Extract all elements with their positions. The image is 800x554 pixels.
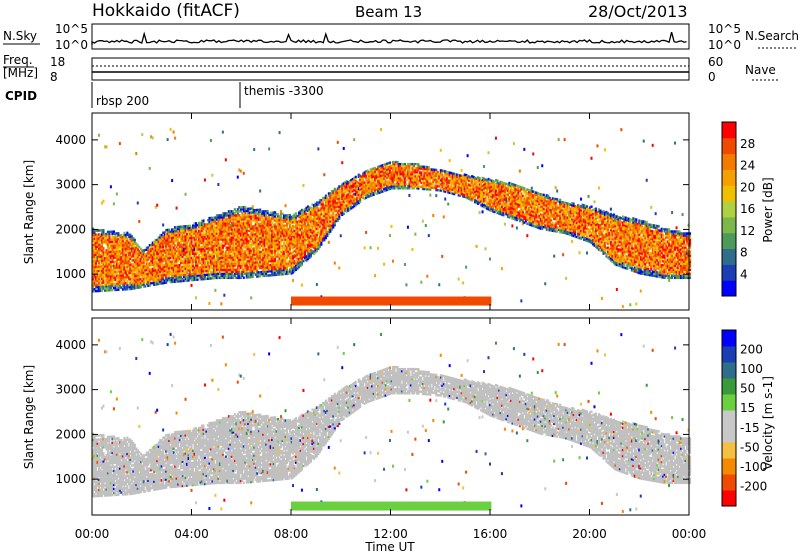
beam-title: Beam 13 <box>355 3 422 21</box>
colorbar-tick-label: 12 <box>740 224 755 238</box>
freq-left-tick-bottom: 8 <box>50 70 58 84</box>
colorbar-swatch <box>722 378 736 395</box>
x-tick-label: 16:00 <box>473 527 508 541</box>
y-tick-label: 2000 <box>55 222 86 236</box>
colorbar-tick-label: -15 <box>740 421 760 435</box>
colorbar-tick-label: 50 <box>740 382 755 396</box>
colorbar-tick-label: -50 <box>740 440 760 454</box>
colorbar-swatch <box>722 280 736 296</box>
colorbar-swatch <box>722 138 736 154</box>
x-tick-label: 04:00 <box>174 527 209 541</box>
time-xlabel: Time UT <box>364 540 415 554</box>
colorbar-tick-label: -200 <box>740 479 767 493</box>
x-tick-label: 20:00 <box>572 527 607 541</box>
colorbar-swatch <box>722 154 736 170</box>
freq-right-tick-bottom: 0 <box>708 70 716 84</box>
colorbar-swatch <box>722 362 736 379</box>
colorbar-swatch <box>722 394 736 411</box>
power-ylabel: Slant Range [km] <box>22 160 36 264</box>
colorbar-tick-label: 28 <box>740 137 755 151</box>
nsky-panel: N.Sky 10^5 10^0 10^5 10^0 N.Search <box>3 22 799 52</box>
x-tick-label: 00:00 <box>75 527 110 541</box>
colorbar-tick-label: 24 <box>740 159 755 173</box>
colorbar-tick-label: 200 <box>740 343 763 357</box>
colorbar-swatch <box>722 217 736 233</box>
velocity-ylabel: Slant Range [km] <box>22 365 36 469</box>
nsky-left-tick-bottom: 10^0 <box>55 38 88 52</box>
colorbar-swatch <box>722 442 736 459</box>
velocity-colorbar-label: Velocity [m s-1] <box>761 376 775 470</box>
colorbar-tick-label: 20 <box>740 180 755 194</box>
colorbar-tick-label: 100 <box>740 362 763 376</box>
freq-label: Freq. <box>3 53 33 67</box>
colorbar-swatch <box>722 490 736 507</box>
y-tick-label: 1000 <box>55 472 86 486</box>
power-panel: 1000 2000 3000 4000 Slant Range [km] 28 24 20… <box>22 113 775 310</box>
power-scatter <box>92 128 691 308</box>
y-tick-label: 1000 <box>55 267 86 281</box>
power-colorbar: 28 24 20 16 12 8 4 <box>722 122 755 297</box>
colorbar-swatch <box>722 122 736 138</box>
x-tick-label: 00:00 <box>672 527 707 541</box>
freq-left-tick-top: 18 <box>50 55 65 69</box>
nsky-right-tick-bottom: 10^0 <box>708 38 741 52</box>
colorbar-swatch <box>722 201 736 217</box>
colorbar-swatch <box>722 249 736 265</box>
cpid-panel: CPID rbsp 200 themis -3300 <box>5 82 324 108</box>
nave-label: Nave <box>745 63 776 77</box>
nsky-label: N.Sky <box>3 29 37 43</box>
colorbar-swatch <box>722 185 736 201</box>
date-title: 28/Oct/2013 <box>588 2 688 21</box>
x-tick-label: 08:00 <box>274 527 309 541</box>
power-colorbar-label: Power [dB] <box>761 177 775 242</box>
cpid-segment-2: themis -3300 <box>244 84 324 98</box>
colorbar-swatch <box>722 233 736 249</box>
nsky-trace <box>92 32 687 45</box>
colorbar-swatch <box>722 474 736 491</box>
colorbar-swatch <box>722 346 736 363</box>
colorbar-tick-label: 15 <box>740 401 755 415</box>
y-tick-label: 3000 <box>55 178 86 192</box>
colorbar-tick-label: 8 <box>740 246 748 260</box>
colorbar-swatch <box>722 264 736 280</box>
nsearch-label: N.Search <box>745 29 799 43</box>
colorbar-swatch <box>722 330 736 347</box>
nsky-right-tick-top: 10^5 <box>708 22 741 36</box>
velocity-panel: 1000 2000 3000 4000 Slant Range [km] 200 100… <box>22 318 775 515</box>
nsky-left-tick-top: 10^5 <box>55 22 88 36</box>
y-tick-label: 2000 <box>55 427 86 441</box>
freq-right-tick-top: 60 <box>708 55 723 69</box>
colorbar-tick-label: 4 <box>740 267 748 281</box>
freq-panel: Freq. [MHz] 18 8 60 0 Nave <box>3 53 780 84</box>
colorbar-swatch <box>722 410 736 427</box>
cpid-segment-1: rbsp 200 <box>96 94 149 108</box>
x-tick-label: 12:00 <box>373 527 408 541</box>
cpid-label: CPID <box>5 89 37 103</box>
y-tick-label: 4000 <box>55 338 86 352</box>
freq-unit-label: [MHz] <box>3 66 38 80</box>
y-tick-label: 4000 <box>55 133 86 147</box>
velocity-scatter <box>92 333 691 513</box>
colorbar-swatch <box>722 426 736 443</box>
station-title: Hokkaido (fitACF) <box>92 1 240 21</box>
colorbar-swatch <box>722 458 736 475</box>
y-tick-label: 3000 <box>55 383 86 397</box>
colorbar-tick-label: 16 <box>740 202 755 216</box>
colorbar-swatch <box>722 169 736 185</box>
